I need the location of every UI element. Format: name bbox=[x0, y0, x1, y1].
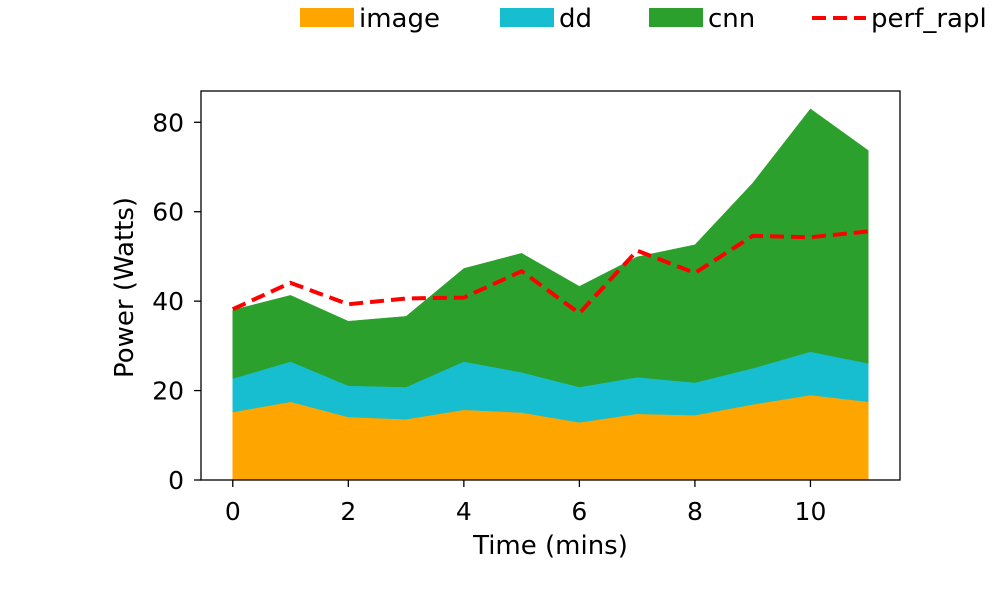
x-axis-title: Time (mins) bbox=[472, 531, 628, 561]
legend-swatch-dd bbox=[500, 8, 554, 27]
y-tick-label: 20 bbox=[152, 377, 184, 406]
y-tick-label: 60 bbox=[152, 198, 184, 227]
stacked-areas bbox=[232, 108, 869, 481]
x-tick-label: 2 bbox=[340, 497, 356, 526]
y-tick-label: 80 bbox=[152, 108, 184, 137]
legend-label-dd: dd bbox=[559, 4, 592, 34]
series-lines bbox=[231, 229, 869, 316]
legend-label-image: image bbox=[359, 4, 440, 34]
x-tick-label: 0 bbox=[225, 497, 241, 526]
area-cnn bbox=[232, 108, 869, 388]
y-tick-label: 0 bbox=[168, 466, 184, 495]
x-axis: 0 2 4 6 8 10 bbox=[225, 480, 827, 526]
legend: image dd cnn perf_rapl bbox=[300, 4, 987, 34]
plot-frame bbox=[200, 90, 901, 481]
x-tick-label: 4 bbox=[456, 497, 472, 526]
line-perf-rapl bbox=[231, 229, 869, 316]
y-axis: 0 20 40 60 80 bbox=[152, 108, 201, 495]
legend-label-cnn: cnn bbox=[708, 4, 755, 34]
x-tick-label: 6 bbox=[571, 497, 587, 526]
legend-swatch-cnn bbox=[649, 8, 703, 27]
y-tick-label: 40 bbox=[152, 287, 184, 316]
x-tick-label: 10 bbox=[795, 497, 827, 526]
y-axis-title: Power (Watts) bbox=[110, 197, 140, 378]
x-tick-label: 8 bbox=[687, 497, 703, 526]
legend-swatch-image bbox=[300, 8, 354, 27]
legend-label-perf-rapl: perf_rapl bbox=[871, 4, 987, 34]
